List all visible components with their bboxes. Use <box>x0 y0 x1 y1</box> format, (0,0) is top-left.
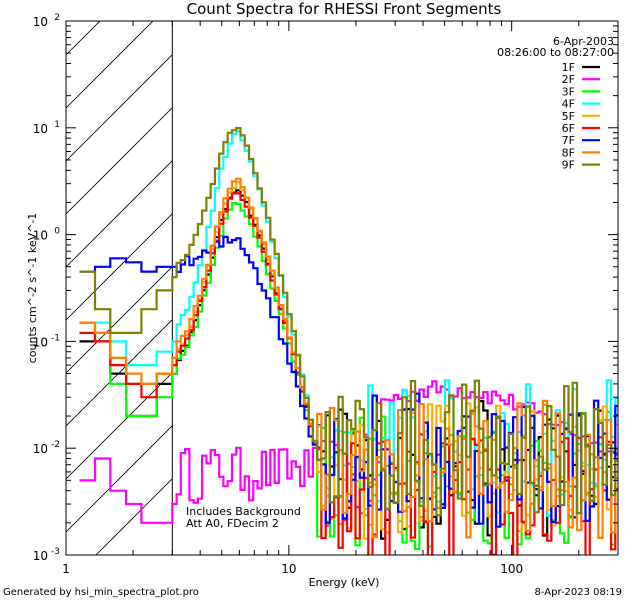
plot-frame <box>65 20 619 556</box>
y-tick-label: 10 <box>33 442 48 456</box>
series-line-9F <box>79 127 618 517</box>
y-tick-exponent: -3 <box>51 547 60 557</box>
annotation-attenuator: Att A0, FDecim 2 <box>186 517 279 530</box>
y-tick-label: 10 <box>33 15 48 29</box>
legend-label-1F: 1F <box>562 61 575 74</box>
footer-timestamp: 8-Apr-2023 08:19 <box>535 587 622 598</box>
x-tick-label: 1 <box>62 562 70 576</box>
y-tick-label: 10 <box>33 335 48 349</box>
legend-label-4F: 4F <box>562 98 575 111</box>
y-tick-exponent: 1 <box>54 120 60 130</box>
annotation-background: Includes Background <box>186 505 301 518</box>
legend-label-5F: 5F <box>562 110 575 123</box>
y-tick-label: 10 <box>33 549 48 563</box>
x-axis-label: Energy (keV) <box>309 576 380 589</box>
legend-label-2F: 2F <box>562 73 575 86</box>
y-tick-label: 10 <box>33 122 48 136</box>
y-tick-exponent: 2 <box>54 13 60 23</box>
legend-label-9F: 9F <box>562 159 575 172</box>
y-tick-exponent: -1 <box>51 333 60 343</box>
legend-label-3F: 3F <box>562 85 575 98</box>
x-tick-label: 100 <box>500 562 523 576</box>
x-tick-label: 10 <box>281 562 296 576</box>
time-range-text: 08:26:00 to 08:27:00 <box>497 46 614 59</box>
legend-label-6F: 6F <box>562 122 575 135</box>
y-tick-label: 10 <box>33 229 48 243</box>
y-tick-exponent: -2 <box>51 440 60 450</box>
y-tick-exponent: 0 <box>54 227 60 237</box>
series-line-8F <box>79 177 618 539</box>
legend-label-8F: 8F <box>562 146 575 159</box>
footer-generated: Generated by hsi_min_spectra_plot.pro <box>3 587 199 598</box>
y-axis-label: counts cm^-2 s^-1 keV^-1 <box>26 213 39 364</box>
chart-title: Count Spectra for RHESSI Front Segments <box>187 0 502 18</box>
series-layer <box>79 127 618 555</box>
date-text: 6-Apr-2003 <box>553 35 614 48</box>
legend-label-7F: 7F <box>562 134 575 147</box>
